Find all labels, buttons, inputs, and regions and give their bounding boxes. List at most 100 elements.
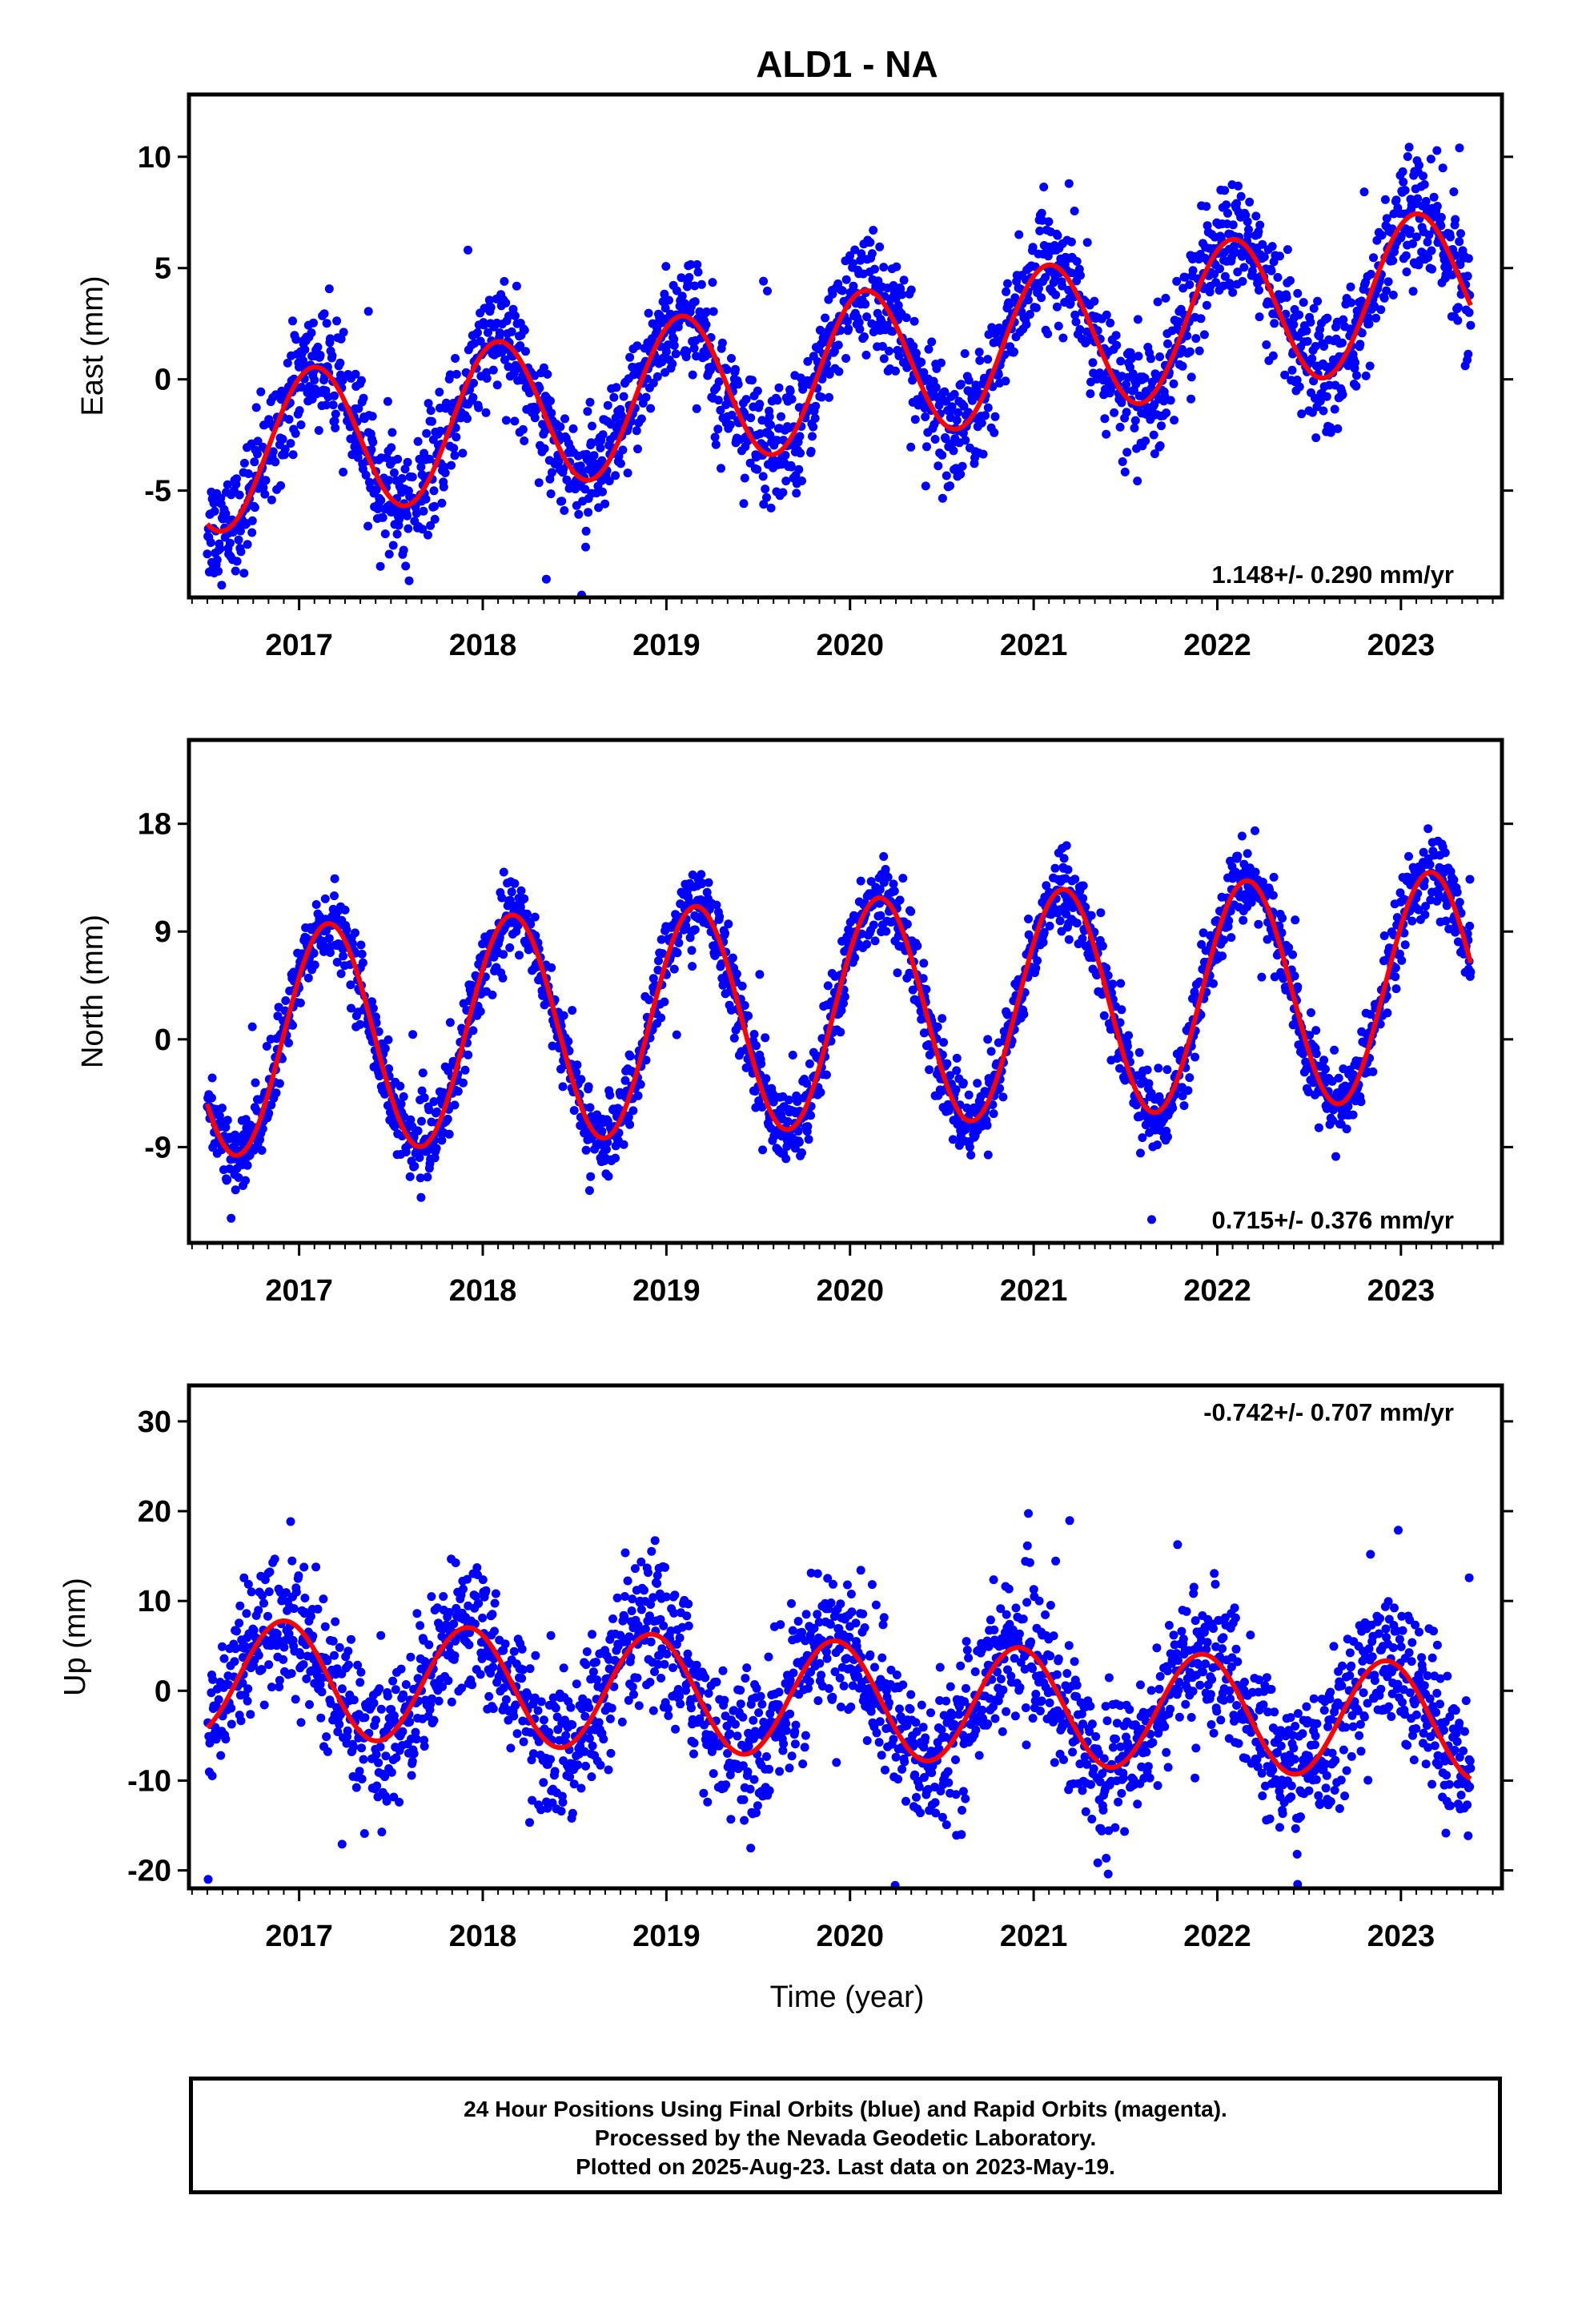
data-point xyxy=(603,1116,612,1126)
data-point xyxy=(363,307,373,316)
model-fit-line xyxy=(205,870,1473,1158)
data-point xyxy=(205,1739,215,1748)
data-point xyxy=(611,471,620,480)
data-point xyxy=(1022,320,1031,329)
data-point xyxy=(938,450,947,460)
data-point xyxy=(721,928,729,938)
data-point xyxy=(1072,919,1082,928)
data-point xyxy=(669,964,679,974)
data-point xyxy=(1277,928,1287,938)
data-point xyxy=(1115,1018,1125,1027)
data-point xyxy=(1347,298,1356,308)
data-point xyxy=(710,432,720,442)
data-point xyxy=(589,451,599,460)
data-point xyxy=(1099,1011,1109,1020)
data-point xyxy=(1361,371,1371,380)
data-point xyxy=(711,440,721,449)
data-point xyxy=(554,456,564,466)
data-point xyxy=(450,451,460,460)
data-point xyxy=(522,909,532,919)
data-point xyxy=(1045,921,1054,931)
data-point xyxy=(451,354,460,363)
data-point xyxy=(1400,940,1410,950)
data-point xyxy=(416,1192,426,1202)
data-point xyxy=(335,1642,344,1652)
data-point xyxy=(1126,354,1136,364)
data-point xyxy=(249,1626,259,1635)
data-point xyxy=(633,1091,643,1100)
data-point xyxy=(841,354,851,363)
data-point xyxy=(1108,979,1118,989)
data-point xyxy=(618,445,628,455)
data-point xyxy=(547,468,556,477)
data-point xyxy=(399,1092,408,1101)
data-point xyxy=(254,1651,263,1660)
data-point xyxy=(816,1088,825,1097)
data-point xyxy=(964,1090,974,1100)
data-point xyxy=(933,1022,942,1031)
data-point xyxy=(1315,332,1324,341)
data-point xyxy=(401,1148,411,1156)
data-point xyxy=(326,948,335,957)
data-point xyxy=(576,1075,586,1084)
data-point xyxy=(1375,1019,1385,1029)
data-point xyxy=(320,894,330,903)
data-point xyxy=(982,1120,992,1130)
data-point xyxy=(1319,406,1328,416)
data-point xyxy=(437,1136,447,1145)
data-points xyxy=(203,824,1476,1224)
data-point xyxy=(241,1176,251,1185)
data-point xyxy=(930,435,940,444)
data-point xyxy=(1286,275,1295,285)
data-point xyxy=(1346,282,1355,292)
data-point xyxy=(1153,1140,1162,1150)
data-point xyxy=(284,1038,293,1047)
data-point xyxy=(823,981,833,991)
data-point xyxy=(445,1018,455,1027)
data-point xyxy=(541,574,551,584)
y-tick-label: 5 xyxy=(155,252,171,286)
data-point xyxy=(1064,179,1074,188)
data-point xyxy=(210,506,219,516)
data-point xyxy=(888,327,897,336)
data-point xyxy=(516,341,525,351)
data-point xyxy=(1291,915,1300,925)
data-point xyxy=(1319,1055,1329,1065)
data-point xyxy=(697,279,706,289)
data-point xyxy=(603,400,612,410)
data-point xyxy=(713,396,723,405)
data-point xyxy=(879,354,889,364)
data-point xyxy=(806,447,816,456)
data-point xyxy=(793,1097,802,1107)
data-point xyxy=(1238,276,1247,286)
data-point xyxy=(761,1074,771,1084)
data-point xyxy=(259,483,268,493)
data-point xyxy=(708,278,717,287)
data-point xyxy=(332,958,342,967)
data-point xyxy=(1466,320,1476,330)
data-point xyxy=(1186,394,1196,404)
data-point xyxy=(1307,1008,1315,1017)
data-point xyxy=(1339,315,1348,324)
data-point xyxy=(1465,875,1475,884)
data-point xyxy=(1231,247,1240,257)
data-point xyxy=(1456,229,1465,239)
data-point xyxy=(1232,199,1242,208)
data-point xyxy=(259,1700,269,1710)
data-point xyxy=(625,352,635,362)
data-point xyxy=(1220,271,1230,281)
data-point xyxy=(811,401,821,411)
data-point xyxy=(267,495,276,505)
data-point xyxy=(796,448,805,458)
data-point xyxy=(289,1604,299,1614)
data-point xyxy=(270,1554,279,1564)
data-point xyxy=(714,377,724,387)
data-point xyxy=(1351,381,1361,391)
data-point xyxy=(1365,361,1375,371)
data-point xyxy=(236,1716,246,1726)
data-point xyxy=(983,1035,993,1044)
data-point xyxy=(586,1172,596,1181)
x-tick-label: 2021 xyxy=(1000,1274,1068,1308)
